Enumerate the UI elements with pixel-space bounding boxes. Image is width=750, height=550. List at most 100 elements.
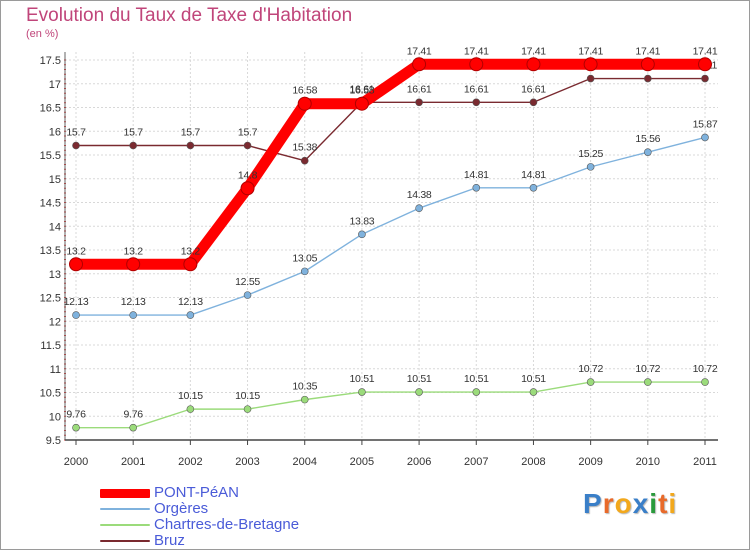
legend-item: PONT-PéAN (100, 485, 299, 501)
chart-title: Evolution du Taux de Taxe d'Habitation (26, 5, 353, 26)
data-point (183, 257, 198, 272)
data-point (297, 96, 312, 111)
y-tick-label: 17.5 (40, 55, 61, 67)
data-label: 16.58 (292, 85, 317, 97)
data-label: 10.72 (635, 363, 660, 375)
data-label: 16.61 (350, 83, 375, 95)
data-label: 15.87 (693, 118, 718, 130)
data-point (186, 405, 195, 413)
logo-letter: r (602, 488, 615, 519)
data-point (129, 311, 137, 319)
legend-label: Chartres-de-Bretagne (154, 516, 300, 533)
data-label: 15.7 (181, 127, 201, 139)
x-tick-label: 2008 (521, 456, 545, 468)
data-label: 14.81 (521, 169, 546, 181)
x-tick-label: 2007 (464, 456, 488, 468)
data-point (701, 74, 709, 83)
data-label: 15.56 (635, 133, 660, 145)
data-label: 12.55 (235, 276, 260, 288)
data-point (300, 267, 309, 276)
data-point (640, 57, 655, 72)
data-label: 16.58 (350, 85, 375, 97)
data-label: 12.13 (121, 296, 146, 308)
data-point (72, 141, 80, 150)
data-point (358, 230, 366, 239)
logo-letter: o (614, 488, 633, 519)
x-tick-label: 2006 (407, 456, 431, 468)
data-label: 10.35 (292, 381, 317, 393)
data-point (72, 423, 80, 432)
series-line (70, 58, 711, 270)
data-point (354, 96, 369, 111)
y-tick-label: 12.5 (40, 293, 61, 305)
legend-item: Orgères (100, 501, 299, 517)
legend-label: Bruz (154, 532, 185, 549)
data-point (243, 291, 252, 299)
y-tick-label: 15 (49, 174, 61, 186)
line-chart: 9.5 10 10.5 11 11.5 12 12.5 13 13.5 14 14.5 15 15.5 1… (40, 45, 719, 468)
data-point (300, 156, 309, 165)
data-label: 10.51 (464, 373, 489, 385)
x-tick-label: 2001 (121, 456, 145, 468)
data-point (586, 378, 595, 386)
data-label: 17.41 (578, 45, 603, 57)
x-tick-label: 2004 (292, 456, 316, 468)
data-label: 12.13 (64, 296, 89, 308)
data-point (186, 311, 195, 319)
y-tick-label: 12 (49, 316, 61, 328)
data-label: 10.51 (521, 373, 546, 385)
data-label: 14.81 (464, 169, 489, 181)
data-point (72, 311, 80, 319)
data-label: 17.41 (407, 45, 432, 57)
legend-swatch (100, 540, 150, 542)
data-point (126, 257, 141, 272)
data-point (583, 57, 598, 72)
data-point (529, 183, 538, 192)
data-point (129, 141, 137, 150)
data-point (415, 204, 423, 212)
data-label: 9.76 (124, 409, 144, 421)
data-point (186, 141, 195, 150)
data-label: 9.76 (66, 409, 86, 421)
x-tick-label: 2005 (350, 456, 374, 468)
legend-label: PONT-PéAN (154, 484, 240, 501)
y-tick-label: 16 (49, 126, 61, 138)
logo-letter: x (632, 488, 650, 519)
data-label: 15.7 (66, 127, 86, 139)
y-tick-label: 16.5 (40, 103, 61, 115)
x-tick-label: 2011 (693, 456, 717, 468)
data-label: 13.05 (292, 252, 317, 264)
legend-item: Bruz (100, 533, 299, 549)
data-label: 10.51 (407, 373, 432, 385)
legend-swatch (100, 524, 150, 526)
data-point (69, 257, 83, 272)
data-point (586, 163, 595, 171)
legend-label: Orgères (154, 500, 209, 517)
data-point (243, 141, 252, 150)
series-line (75, 77, 706, 162)
data-point (240, 181, 255, 196)
data-point (300, 395, 309, 404)
x-tick-label: 2000 (64, 456, 88, 468)
chart-legend: PONT-PéAN Orgères Chartres-de-Bretagne Bruz (100, 485, 299, 549)
data-label: 14.8 (238, 169, 258, 181)
data-label: 10.72 (693, 363, 718, 375)
data-point (472, 388, 481, 396)
data-label: 15.25 (578, 148, 603, 160)
data-label: 10.51 (350, 373, 375, 385)
data-point (472, 183, 481, 192)
data-label: 17.41 (693, 45, 718, 57)
data-label: 16.61 (407, 83, 432, 95)
x-tick-label: 2010 (636, 456, 660, 468)
data-label: 13.2 (181, 245, 201, 257)
data-point (472, 98, 481, 107)
y-tick-label: 9.5 (46, 435, 61, 447)
legend-swatch (100, 508, 150, 510)
logo-letter: P (583, 488, 603, 519)
y-tick-label: 13.5 (40, 245, 61, 257)
data-point (701, 133, 709, 142)
data-label: 13.2 (124, 245, 144, 257)
data-point (412, 57, 427, 72)
data-point (358, 388, 366, 396)
y-tick-label: 17 (49, 79, 61, 91)
